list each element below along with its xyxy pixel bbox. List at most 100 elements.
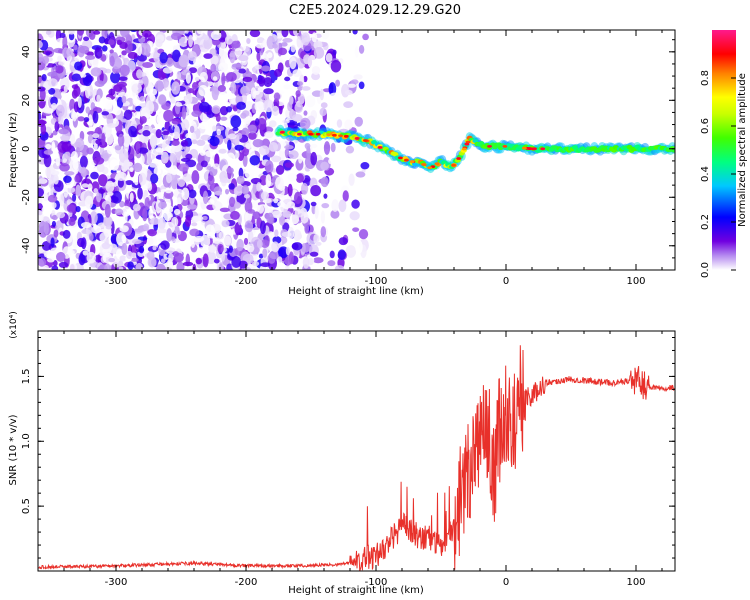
heatmap-noise-cell bbox=[241, 185, 250, 195]
heatmap-noise-cell bbox=[50, 247, 61, 254]
heatmap-signal-cell bbox=[456, 157, 462, 160]
heatmap-noise-cell bbox=[263, 99, 274, 113]
heatmap-noise-cell bbox=[354, 116, 363, 127]
heatmap-noise-cell bbox=[154, 80, 164, 92]
heatmap-noise-cell bbox=[319, 88, 325, 101]
heatmap-noise-cell bbox=[295, 173, 304, 184]
heatmap-noise-cell bbox=[265, 160, 274, 174]
heatmap-signal-cell bbox=[308, 132, 314, 136]
heatmap-noise-cell bbox=[297, 81, 303, 86]
heatmap-noise-cell bbox=[51, 265, 59, 270]
heatmap-noise-cell bbox=[97, 174, 108, 187]
heatmap-noise-cell bbox=[131, 83, 142, 94]
heatmap-noise-cell bbox=[73, 101, 79, 113]
heatmap-noise-cell bbox=[101, 132, 106, 146]
heatmap-noise-cell bbox=[38, 195, 43, 206]
heatmap-noise-cell bbox=[163, 210, 172, 222]
heatmap-noise-cell bbox=[147, 182, 153, 192]
heatmap-noise-cell bbox=[246, 38, 251, 44]
heatmap-noise-cell bbox=[203, 34, 210, 41]
heatmap-noise-cell bbox=[90, 171, 99, 180]
heatmap-noise-cell bbox=[115, 171, 127, 181]
heatmap-noise-cell bbox=[171, 81, 181, 95]
heatmap-signal-cell bbox=[502, 144, 508, 148]
heatmap-noise-cell bbox=[231, 256, 242, 268]
heatmap-noise-cell bbox=[86, 251, 96, 264]
heatmap-noise-cell bbox=[310, 185, 322, 197]
heatmap-noise-cell bbox=[320, 226, 327, 238]
heatmap-noise-cell bbox=[162, 78, 169, 88]
heatmap-noise-cell bbox=[165, 172, 172, 184]
heatmap-noise-cell bbox=[152, 245, 157, 251]
heatmap-noise-cell bbox=[78, 253, 86, 266]
heatmap-noise-cell bbox=[178, 54, 190, 68]
heatmap-noise-cell bbox=[342, 190, 349, 202]
heatmap-noise-cell bbox=[60, 91, 66, 97]
heatmap-noise-cell bbox=[244, 168, 255, 179]
heatmap-noise-cell bbox=[293, 191, 302, 204]
heatmap-noise-cell bbox=[314, 205, 319, 219]
heatmap-noise-cell bbox=[260, 239, 270, 249]
heatmap-noise-cell bbox=[211, 105, 221, 114]
heatmap-noise-cell bbox=[282, 38, 293, 43]
heatmap-noise-cell bbox=[282, 210, 292, 218]
heatmap-noise-cell bbox=[205, 224, 215, 237]
heatmap-noise-cell bbox=[89, 211, 98, 225]
heatmap-noise-cell bbox=[59, 193, 65, 207]
heatmap-noise-cell bbox=[145, 118, 151, 124]
x-tick-label: 100 bbox=[626, 276, 645, 287]
heatmap-noise-cell bbox=[173, 208, 181, 216]
heatmap-noise-cell bbox=[171, 118, 181, 125]
heatmap-noise-cell bbox=[230, 40, 241, 49]
heatmap-noise-cell bbox=[109, 55, 115, 67]
heatmap-noise-cell bbox=[281, 30, 289, 38]
heatmap-noise-cell bbox=[58, 128, 69, 135]
heatmap-noise-cell bbox=[207, 175, 215, 186]
heatmap-noise-cell bbox=[263, 88, 274, 95]
heatmap-frame bbox=[37, 29, 676, 271]
heatmap-noise-cell bbox=[196, 30, 204, 35]
heatmap-noise-cell bbox=[55, 65, 64, 74]
x-tick-label: 0 bbox=[503, 276, 509, 287]
heatmap-noise-cell bbox=[271, 155, 282, 163]
heatmap-noise-cell bbox=[121, 50, 127, 56]
heatmap-noise-cell bbox=[285, 265, 290, 270]
heatmap-noise-cell bbox=[329, 92, 340, 97]
heatmap-noise-cell bbox=[238, 55, 249, 62]
heatmap-noise-cell bbox=[230, 81, 237, 94]
heatmap-noise-cell bbox=[98, 36, 106, 44]
heatmap-noise-cell bbox=[193, 237, 203, 243]
heatmap-noise-cell bbox=[292, 30, 299, 37]
heatmap-noise-cell bbox=[212, 76, 218, 81]
heatmap-noise-cell bbox=[215, 113, 221, 122]
heatmap-noise-cell bbox=[94, 47, 103, 59]
heatmap-noise-cell bbox=[296, 35, 301, 48]
heatmap-noise-cell bbox=[176, 197, 182, 205]
heatmap-noise-cell bbox=[184, 93, 193, 105]
heatmap-noise-cell bbox=[244, 220, 254, 233]
heatmap-noise-cell bbox=[127, 261, 134, 270]
heatmap-noise-cell bbox=[259, 174, 268, 186]
heatmap-noise-cell bbox=[221, 220, 230, 228]
heatmap-noise-cell bbox=[174, 125, 180, 139]
heatmap-noise-cell bbox=[301, 32, 311, 46]
heatmap-noise-cell bbox=[172, 49, 181, 62]
heatmap-noise-cell bbox=[277, 62, 284, 73]
heatmap-noise-cell bbox=[213, 258, 220, 264]
heatmap-noise-cell bbox=[258, 253, 264, 259]
heatmap-noise-cell bbox=[244, 211, 253, 223]
heatmap-noise-cell bbox=[217, 85, 226, 92]
heatmap-noise-cell bbox=[123, 211, 128, 225]
heatmap-noise-cell bbox=[195, 257, 202, 265]
figure-title: C2E5.2024.029.12.29.G20 bbox=[289, 3, 461, 18]
heatmap-noise-cell bbox=[257, 86, 266, 93]
heatmap-noise-cell bbox=[38, 177, 47, 184]
x-tick-label: -100 bbox=[365, 276, 388, 287]
heatmap-noise-cell bbox=[189, 228, 200, 237]
heatmap-noise-cell bbox=[176, 230, 182, 236]
heatmap-noise-cell bbox=[66, 48, 73, 57]
heatmap-noise-cell bbox=[345, 245, 357, 258]
x-tick-label: -100 bbox=[365, 577, 388, 588]
heatmap-noise-cell bbox=[311, 32, 318, 43]
heatmap-noise-cell bbox=[252, 211, 261, 220]
